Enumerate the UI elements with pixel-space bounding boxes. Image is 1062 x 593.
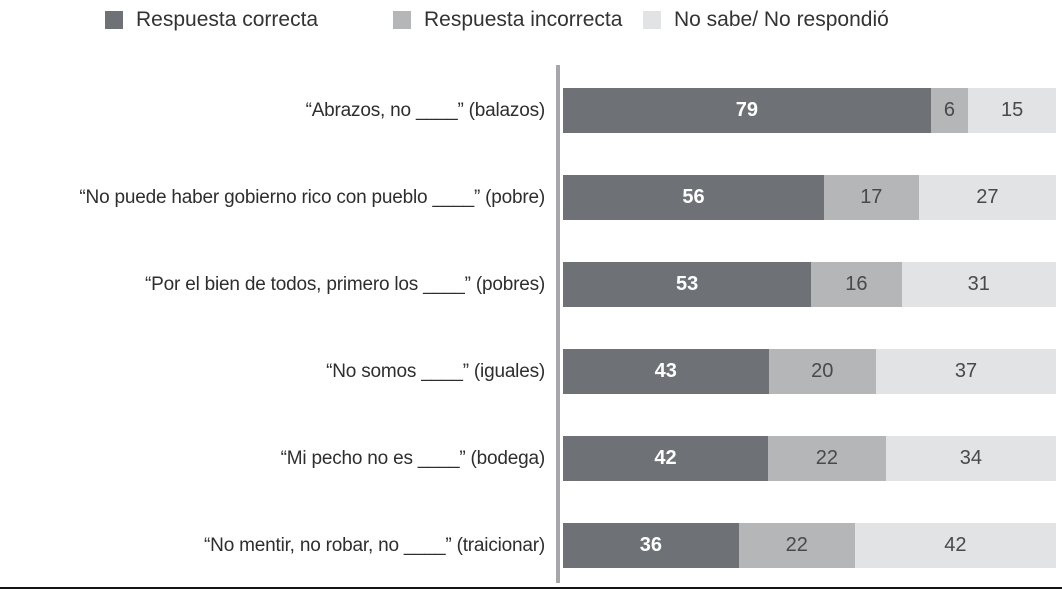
stacked-bar: 36 22 42 [563,523,1057,568]
stacked-bar: 42 22 34 [563,436,1056,481]
chart-row: “No mentir, no robar, no ____” (traicion… [0,523,1057,568]
bar-segment: 37 [876,349,1056,394]
legend-swatch-icon [105,11,123,29]
bar-segment: 6 [930,88,969,133]
bar-segment: 43 [563,349,769,394]
bar-segment: 53 [563,262,812,307]
category-label: “No puede haber gobierno rico con pueblo… [79,186,545,208]
bar-segment: 42 [563,436,768,481]
chart-row: “Abrazos, no ____” (balazos) 79 6 15 [0,88,1057,133]
legend-label: Respuesta correcta [136,8,319,31]
bar-segment: 22 [767,436,886,481]
stacked-bar: 53 16 31 [563,262,1056,307]
chart-row: “Mi pecho no es ____” (bodega) 42 22 34 [0,436,1056,481]
stacked-bar: 79 6 15 [563,88,1057,133]
y-axis-line [556,65,560,583]
chart-row: “No puede haber gobierno rico con pueblo… [0,175,1057,220]
chart-legend: Respuesta correcta Respuesta incorrecta No… [0,8,1062,34]
category-label: “No somos ____” (iguales) [326,360,545,382]
bar-segment: 42 [854,523,1057,568]
chart-rows: “Abrazos, no ____” (balazos) 79 6 15 “No pue… [0,88,1057,568]
chart-row: “Por el bien de todos, primero los ____”… [0,262,1056,307]
category-label: “No mentir, no robar, no ____” (traicion… [204,534,545,556]
bar-segment: 16 [811,262,902,307]
legend-swatch-icon [643,11,661,29]
bar-segment: 31 [901,262,1056,307]
bar-segment: 79 [563,88,931,133]
legend-label: No sabe/ No respondió [674,8,889,31]
bar-segment: 56 [563,175,824,220]
bar-segment: 20 [768,349,877,394]
bar-segment: 36 [563,523,739,568]
stacked-bar: 56 17 27 [563,175,1057,220]
legend-item: Respuesta correcta [105,8,318,32]
stacked-bar: 43 20 37 [563,349,1056,394]
bar-segment: 17 [823,175,919,220]
figure-bottom-border [0,587,1062,589]
bar-segment: 27 [918,175,1057,220]
bar-segment: 34 [885,436,1056,481]
bar-segment: 22 [738,523,855,568]
chart-row: “No somos ____” (iguales) 43 20 37 [0,349,1056,394]
category-label: “Por el bien de todos, primero los ____”… [145,273,545,295]
legend-label: Respuesta incorrecta [424,8,623,31]
legend-item: No sabe/ No respondió [643,8,889,32]
category-label: “Abrazos, no ____” (balazos) [305,99,546,121]
bar-segment: 15 [968,88,1057,133]
legend-item: Respuesta incorrecta [393,8,622,32]
category-label: “Mi pecho no es ____” (bodega) [280,447,546,469]
legend-swatch-icon [393,11,411,29]
